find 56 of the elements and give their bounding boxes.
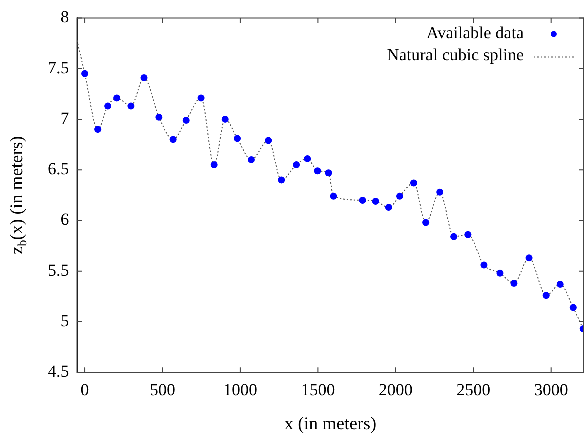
point: [293, 162, 300, 169]
point: [450, 233, 458, 240]
point: [156, 114, 163, 121]
legend-label: Natural cubic spline: [387, 46, 524, 65]
point: [104, 102, 112, 110]
x-tick-label: 2000: [378, 380, 413, 400]
legend-label: Available data: [426, 24, 524, 43]
point: [396, 192, 404, 200]
point: [210, 162, 218, 169]
y-tick-label: 4.5: [48, 362, 70, 382]
x-axis-title: x (in meters): [284, 414, 377, 434]
y-axis-title: zb(x) (in meters): [6, 136, 30, 255]
point: [128, 102, 135, 110]
point: [140, 74, 148, 82]
x-tick-label: 1000: [223, 380, 258, 400]
y-tick-label: 7.5: [48, 58, 70, 78]
point: [422, 219, 430, 226]
point: [182, 116, 190, 124]
x-tick-label: 0: [80, 380, 90, 400]
point: [170, 136, 177, 144]
point: [248, 156, 256, 164]
point: [222, 116, 229, 123]
x-tick-label: 2500: [456, 380, 491, 400]
point: [556, 281, 564, 288]
point: [480, 262, 488, 269]
point: [526, 254, 533, 262]
point: [330, 192, 338, 200]
y-tick-label: 5.5: [48, 260, 70, 280]
y-tick-label: 6.5: [48, 160, 70, 179]
y-tick-label: 5: [60, 311, 70, 330]
y-tick-label: 7: [60, 108, 70, 128]
y-tick-label: 6: [60, 210, 70, 230]
point: [234, 135, 242, 142]
point: [436, 188, 444, 196]
point: [372, 198, 380, 205]
point: [385, 204, 392, 212]
x-tick-label: 500: [150, 380, 176, 400]
point: [82, 70, 89, 78]
x-tick-label: 1500: [301, 380, 336, 400]
point: [496, 270, 504, 277]
point: [464, 231, 472, 238]
x-tick-label: 3000: [534, 380, 568, 400]
point: [325, 170, 332, 177]
point: [359, 196, 366, 204]
y-tick-label: 8: [60, 8, 70, 27]
point: [510, 280, 518, 287]
point: [265, 137, 272, 144]
point: [542, 292, 550, 300]
point: [94, 126, 102, 134]
point: [198, 94, 205, 102]
point: [570, 304, 577, 312]
point: [304, 155, 312, 162]
point: [114, 94, 121, 102]
point: [410, 180, 418, 187]
point: [314, 168, 322, 175]
point: [278, 176, 286, 184]
